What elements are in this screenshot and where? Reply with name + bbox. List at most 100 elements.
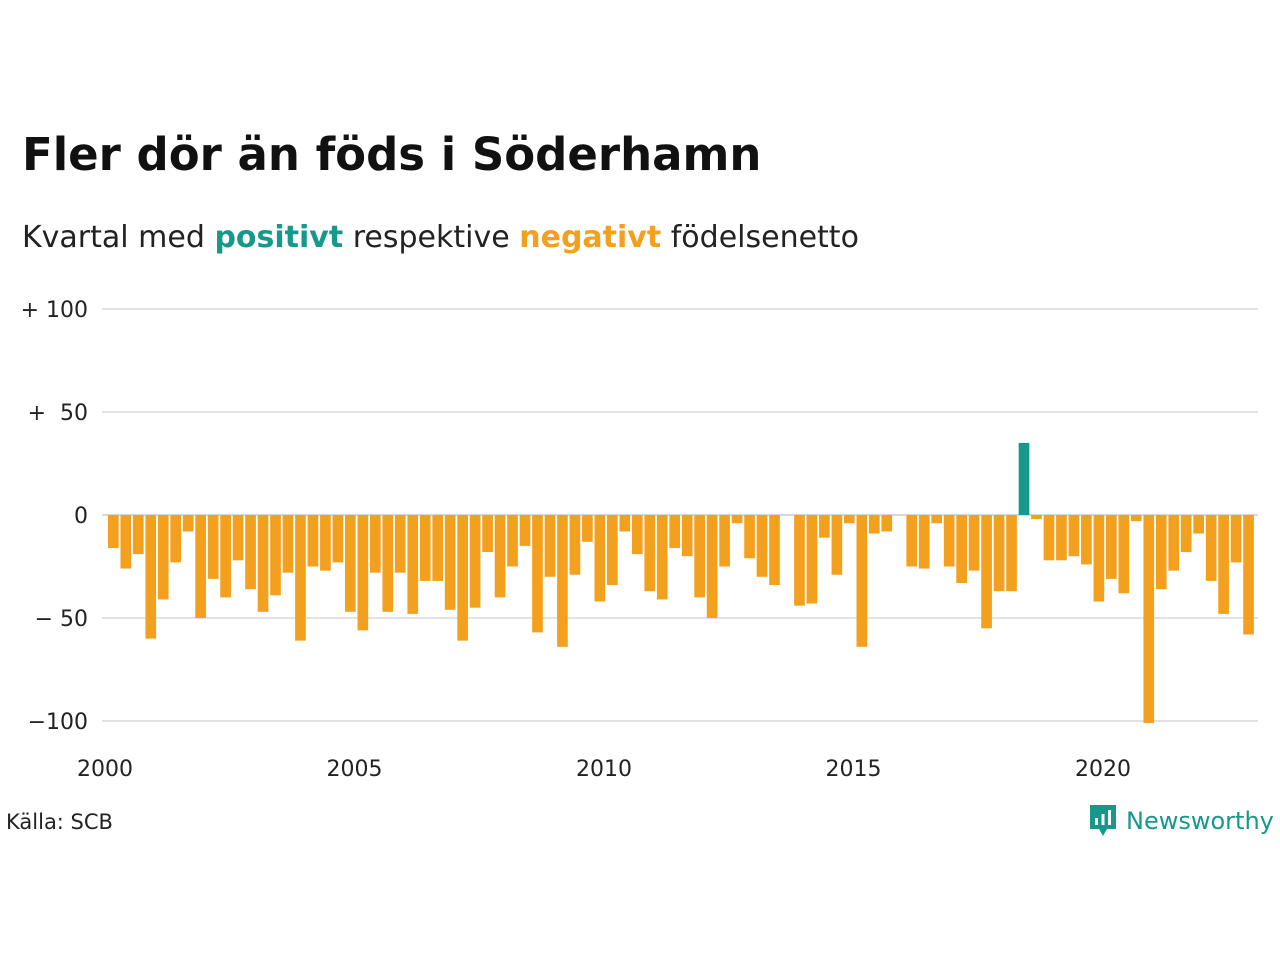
bar-negative (407, 515, 419, 614)
newsworthy-icon (1090, 805, 1116, 836)
bar-negative (1243, 515, 1254, 635)
bar-negative (494, 515, 506, 598)
bar-negative (220, 515, 231, 598)
bar-negative (968, 515, 980, 571)
bar-negative (394, 515, 406, 573)
bar-negative (1056, 515, 1067, 561)
bar-negative (631, 515, 643, 555)
bar-negative (656, 515, 668, 600)
bar-negative (257, 515, 269, 612)
bar-negative (369, 515, 381, 573)
bar-negative (1168, 515, 1180, 571)
bar-negative (756, 515, 768, 577)
bar-negative (794, 515, 805, 606)
y-tick-label: + 50 (28, 401, 88, 426)
bar-negative (419, 515, 431, 581)
y-tick-label: 0 (74, 504, 88, 529)
bar-negative (981, 515, 992, 629)
bar-negative (482, 515, 493, 553)
bar-negative (706, 515, 718, 618)
bar-negative (918, 515, 930, 569)
bar-chart: + 100 + 50 0 − 50 −100 2000 2005 2010 2015 2020 (21, 298, 1258, 782)
bar-negative (519, 515, 531, 546)
bar-negative (557, 515, 568, 647)
brand-logo: Newsworthy (1088, 803, 1274, 839)
bar-negative (120, 515, 132, 569)
bar-negative (669, 515, 681, 548)
bar-negative (295, 515, 306, 641)
bar-negative (1081, 515, 1092, 565)
bar-negative (382, 515, 394, 612)
bar-negative (681, 515, 693, 557)
bar-negative (619, 515, 631, 532)
subtitle-negative-label: negativt (519, 220, 662, 255)
x-tick-label: 2005 (327, 757, 383, 782)
bar-negative (345, 515, 356, 612)
bar-negative (943, 515, 955, 567)
y-axis-ticks: + 100 + 50 0 − 50 −100 (21, 298, 88, 735)
bar-negative (819, 515, 830, 538)
x-tick-label: 2015 (826, 757, 882, 782)
bar-negative (195, 515, 206, 618)
bar-negative (1068, 515, 1080, 557)
bar-negative (582, 515, 593, 542)
brand-name: Newsworthy (1126, 807, 1274, 835)
bar-negative (1043, 515, 1055, 561)
bar-negative (956, 515, 967, 583)
x-tick-label: 2020 (1075, 757, 1131, 782)
bar-negative (282, 515, 294, 573)
bar-negative (145, 515, 157, 639)
bar-negative (868, 515, 880, 534)
bar-negative (332, 515, 344, 563)
bar-negative (232, 515, 244, 561)
bar-negative (1230, 515, 1242, 563)
bar-negative (594, 515, 606, 602)
bar-negative (769, 515, 780, 586)
bar-negative (157, 515, 169, 600)
bar-negative (569, 515, 581, 575)
bar-negative (507, 515, 518, 567)
subtitle-prefix: Kvartal med (22, 220, 205, 255)
bar-positive (1018, 442, 1030, 515)
bar-negative (207, 515, 219, 579)
bar-negative (731, 515, 743, 524)
bars (108, 442, 1254, 724)
bar-negative (744, 515, 755, 559)
bar-negative (1130, 515, 1142, 522)
y-tick-label: − 50 (35, 607, 88, 632)
chart-subtitle: Kvartal med positivt respektive negativt… (22, 220, 859, 255)
bar-negative (719, 515, 730, 567)
bar-negative (182, 515, 194, 532)
bar-negative (906, 515, 918, 567)
bar-negative (1180, 515, 1192, 553)
bar-negative (469, 515, 481, 608)
bar-negative (806, 515, 818, 604)
bar-negative (1193, 515, 1204, 534)
bar-negative (1093, 515, 1105, 602)
bar-negative (1006, 515, 1017, 592)
bar-negative (432, 515, 444, 581)
bar-negative (1118, 515, 1130, 594)
bar-negative (644, 515, 656, 592)
x-axis-ticks: 2000 2005 2010 2015 2020 (77, 757, 1131, 782)
bar-negative (544, 515, 556, 577)
subtitle-positive-label: positivt (214, 220, 344, 255)
bar-negative (532, 515, 543, 633)
bar-negative (1143, 515, 1155, 724)
bar-negative (694, 515, 705, 598)
bar-negative (170, 515, 182, 563)
y-tick-label: + 100 (21, 298, 88, 323)
subtitle-suffix: födelsenetto (670, 220, 859, 255)
y-tick-label: −100 (28, 710, 88, 735)
chart-title: Fler dör än föds i Söderhamn (22, 128, 762, 181)
bar-negative (1155, 515, 1167, 590)
bar-negative (881, 515, 893, 532)
bar-negative (993, 515, 1005, 592)
bar-negative (320, 515, 331, 571)
bar-negative (607, 515, 618, 586)
bar-negative (245, 515, 256, 590)
bar-negative (132, 515, 144, 555)
bar-negative (931, 515, 943, 524)
bar-negative (307, 515, 319, 567)
source-note: Källa: SCB (6, 810, 113, 834)
